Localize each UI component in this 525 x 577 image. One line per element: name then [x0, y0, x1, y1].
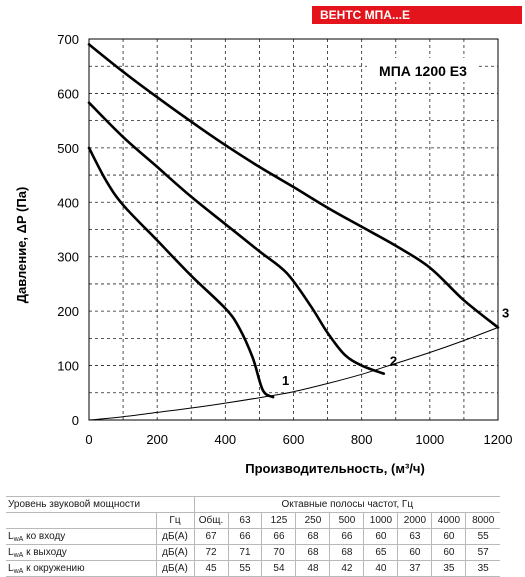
column-header-cell: 8000	[465, 512, 500, 529]
value-cell: 68	[329, 544, 364, 561]
value-cell: 35	[465, 560, 500, 577]
row-label-cell: LwA ко входу	[6, 528, 156, 545]
value-cell: 55	[227, 560, 262, 577]
curve-label: 1	[282, 373, 289, 388]
y-tick-label: 200	[57, 304, 79, 319]
value-cell: 35	[431, 560, 466, 577]
chart-title: МПА 1200 Е3	[379, 63, 467, 79]
fan-curve-1	[87, 146, 275, 399]
table-row: LwA к окружению дБ(А) 45 55 54 48 42 40 37 35 35	[6, 560, 500, 577]
value-cell: 63	[397, 528, 432, 545]
value-cell: 67	[193, 528, 228, 545]
column-header-cell: 250	[295, 512, 330, 529]
y-tick-label: 0	[72, 413, 79, 428]
value-cell: 37	[397, 560, 432, 577]
y-tick-label: 300	[57, 250, 79, 265]
x-tick-label: 800	[351, 432, 373, 447]
column-header-cell: 1000	[363, 512, 398, 529]
fan-curve-3	[87, 43, 500, 329]
curve-label: 2	[390, 354, 397, 369]
x-tick-label: 600	[283, 432, 305, 447]
y-tick-label: 100	[57, 359, 79, 374]
value-cell: 42	[329, 560, 364, 577]
row-label-cell: LwA к выходу	[6, 544, 156, 561]
y-tick-label: 700	[57, 32, 79, 47]
table-row: LwA ко входу дБ(А) 67 66 66 68 66 60 63 60 55	[6, 528, 500, 545]
x-tick-label: 1200	[484, 432, 513, 447]
fan-performance-chart: 0 200 400 600 800 1000 1200 0 100 200 300 400 500 600…	[14, 32, 512, 476]
value-cell: 66	[227, 528, 262, 545]
plot-frame	[88, 38, 499, 421]
chart-title-box	[367, 58, 477, 82]
column-header-cell: 63	[227, 512, 262, 529]
y-tick-label: 600	[57, 86, 79, 101]
value-cell: 57	[465, 544, 500, 561]
column-header-cell: Общ.	[193, 512, 228, 529]
value-cell: 54	[261, 560, 296, 577]
x-tick-label: 0	[85, 432, 92, 447]
value-cell: 66	[329, 528, 364, 545]
column-header-cell: 500	[329, 512, 364, 529]
table-row: LwA к выходу дБ(А) 72 71 70 68 68 65 60 60 57	[6, 544, 500, 561]
value-cell: 60	[397, 544, 432, 561]
chart-grid	[88, 38, 499, 421]
value-cell: 71	[227, 544, 262, 561]
x-tick-label: 200	[146, 432, 168, 447]
chart-ticks: 0 200 400 600 800 1000 1200 0 100 200 300 400 500 600…	[57, 32, 512, 447]
sound-power-table: Уровень звуковой мощности Октавные полосы…	[6, 496, 500, 577]
unit-header-cell: Гц	[155, 512, 195, 529]
column-header-cell: 125	[261, 512, 296, 529]
value-cell: 60	[431, 528, 466, 545]
value-cell: 65	[363, 544, 398, 561]
column-header-cell: 4000	[431, 512, 466, 529]
x-tick-label: 1000	[415, 432, 444, 447]
table-columns-row: Гц Общ. 63 125 250 500 1000 2000 4000 8000	[6, 512, 500, 529]
table-title-cell: Уровень звуковой мощности	[6, 496, 195, 513]
value-cell: 68	[295, 528, 330, 545]
value-cell: 66	[261, 528, 296, 545]
row-unit-cell: дБ(А)	[155, 528, 195, 545]
column-header-cell: 2000	[397, 512, 432, 529]
row-unit-cell: дБ(А)	[155, 544, 195, 561]
value-cell: 60	[431, 544, 466, 561]
system-curve	[88, 327, 499, 421]
curve-label: 3	[502, 305, 509, 320]
value-cell: 70	[261, 544, 296, 561]
value-cell: 68	[295, 544, 330, 561]
table-header-row: Уровень звуковой мощности Октавные полосы…	[6, 496, 500, 513]
brand-banner: ВЕНТС МПА...Е	[312, 6, 522, 24]
row-unit-cell: дБ(А)	[155, 560, 195, 577]
y-tick-label: 400	[57, 195, 79, 210]
x-axis-label: Производительность, (м³/ч)	[245, 461, 425, 476]
y-tick-label: 500	[57, 141, 79, 156]
x-tick-label: 400	[214, 432, 236, 447]
value-cell: 40	[363, 560, 398, 577]
value-cell: 72	[193, 544, 228, 561]
fan-curve-2	[87, 101, 386, 375]
value-cell: 48	[295, 560, 330, 577]
value-cell: 45	[193, 560, 228, 577]
row-label-cell: LwA к окружению	[6, 560, 156, 577]
value-cell: 55	[465, 528, 500, 545]
value-cell: 60	[363, 528, 398, 545]
y-axis-label: Давление, ΔP (Па)	[14, 187, 29, 304]
chart-curves: 1 2 3	[87, 43, 509, 421]
empty-header-cell	[6, 512, 156, 529]
bands-title-cell: Октавные полосы частот, Гц	[193, 496, 500, 513]
